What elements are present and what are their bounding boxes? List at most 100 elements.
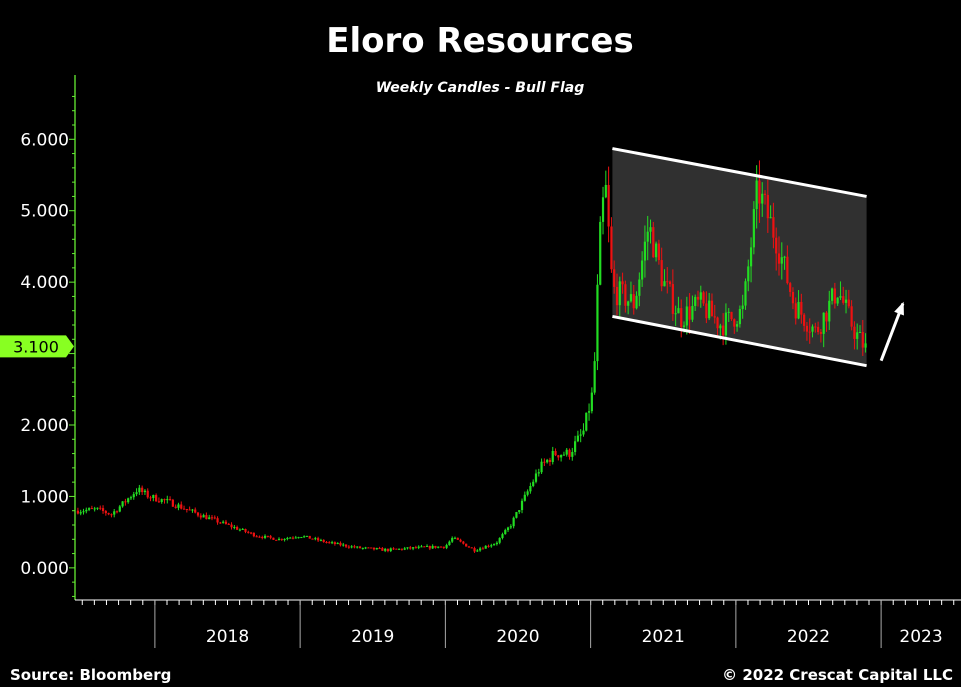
candle-body — [590, 392, 593, 412]
candle-body — [599, 221, 602, 285]
candle-body — [761, 193, 764, 204]
candle-body — [238, 529, 242, 531]
candle-body — [696, 296, 700, 300]
candle-body — [289, 537, 292, 539]
candle-body — [219, 522, 222, 524]
candle-body — [118, 506, 121, 512]
y-tick-label: 0.000 — [20, 559, 69, 579]
candle-body — [481, 548, 485, 550]
candle-body — [783, 256, 786, 258]
candle-body — [710, 300, 714, 317]
candle-body — [716, 317, 719, 329]
candle-body — [386, 548, 390, 552]
candle-body — [470, 547, 473, 549]
candle-body — [864, 343, 867, 348]
candle-body — [224, 521, 228, 524]
candle-body — [660, 260, 663, 287]
candle-body — [210, 517, 214, 519]
candle-body — [738, 308, 741, 325]
candle-body — [403, 548, 406, 550]
candle-body — [858, 332, 862, 334]
candle-body — [93, 508, 96, 510]
candle-body — [451, 538, 454, 542]
candle-body — [562, 454, 566, 456]
candle-body — [766, 194, 769, 219]
candle-body — [417, 546, 420, 548]
candle-body — [277, 538, 281, 541]
candle-body — [638, 279, 641, 296]
y-axis: 0.000 1.000 2.000 4.000 5.000 6.000 3.100 — [0, 75, 76, 600]
candle-body — [325, 541, 328, 543]
candle-body — [691, 305, 694, 320]
candle-body — [523, 494, 526, 501]
candle-body — [85, 509, 88, 512]
candle-body — [107, 513, 110, 515]
candle-body — [233, 526, 236, 528]
candle-body — [654, 243, 658, 258]
candle-body — [682, 325, 686, 327]
candle-body — [90, 508, 93, 510]
candle-body — [76, 510, 80, 514]
candle-body — [733, 319, 736, 327]
candle-body — [439, 546, 443, 548]
candle-body — [749, 247, 753, 267]
candle-body — [596, 284, 599, 362]
candle-body — [515, 512, 518, 518]
candle-body — [811, 326, 814, 332]
candle-body — [853, 326, 856, 339]
candle-body — [490, 545, 493, 547]
candle-body — [280, 538, 283, 540]
candle-body — [551, 450, 554, 462]
candle-body — [565, 449, 568, 455]
candle-body — [132, 494, 135, 498]
x-axis: 2018 2019 2020 2021 2022 2023 — [75, 599, 961, 648]
candle-body — [202, 515, 205, 518]
candle-body — [367, 547, 370, 549]
candle-body — [674, 313, 677, 315]
candle-body — [291, 537, 295, 539]
candle-body — [518, 510, 521, 513]
candle-body — [817, 326, 820, 333]
candle-body — [632, 294, 635, 309]
candle-body — [529, 486, 532, 492]
candle-body — [227, 523, 230, 525]
candle-body — [104, 511, 107, 514]
candle-body — [311, 538, 314, 540]
candle-body — [317, 538, 320, 541]
candle-body — [205, 515, 208, 520]
candle-body — [607, 184, 610, 227]
copyright-label: © 2022 Crescat Capital LLC — [722, 666, 953, 684]
candle-body — [546, 459, 549, 463]
candle-body — [381, 548, 384, 551]
candle-body — [786, 256, 789, 284]
candle-body — [275, 539, 278, 541]
candle-body — [744, 281, 747, 306]
candle-body — [627, 301, 630, 306]
candle-body — [621, 281, 624, 285]
candle-body — [378, 548, 381, 550]
candle-body — [828, 300, 831, 322]
y-tick-label: 5.000 — [20, 202, 69, 222]
arrow-head-icon — [894, 301, 904, 316]
candle-body — [163, 499, 166, 501]
candle-body — [554, 450, 557, 456]
candle-body — [356, 546, 359, 548]
candle-body — [668, 281, 672, 285]
candle-body — [115, 511, 119, 513]
candle-body — [191, 509, 194, 511]
candle-body — [99, 507, 102, 509]
candle-body — [222, 521, 225, 523]
candle-body — [635, 295, 638, 309]
candle-body — [780, 257, 783, 264]
candle-body — [330, 542, 334, 544]
candle-body — [180, 504, 183, 509]
candle-body — [601, 197, 605, 222]
candle-body — [758, 180, 761, 204]
candle-body — [82, 511, 85, 513]
candle-body — [319, 539, 323, 541]
candle-body — [272, 537, 275, 540]
candle-body — [830, 288, 834, 301]
candle-body — [797, 301, 800, 319]
chart-title: Eloro Resources — [326, 21, 633, 61]
last-price-tag — [0, 335, 74, 358]
